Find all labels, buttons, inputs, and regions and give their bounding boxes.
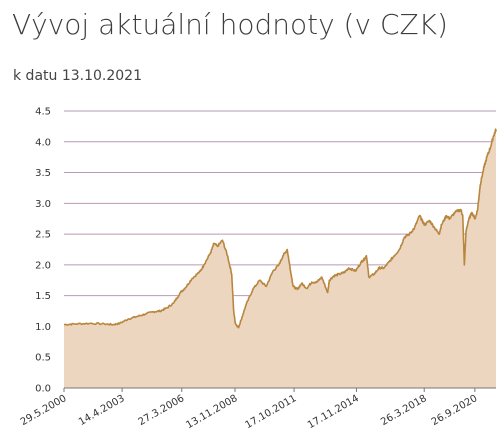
chart-subtitle: k datu 13.10.2021	[13, 68, 142, 84]
y-tick-label: 1.5	[35, 291, 51, 302]
y-tick-label: 1.0	[35, 322, 51, 333]
area-layer	[63, 128, 497, 388]
y-tick-label: 2.0	[35, 260, 51, 271]
x-tick-label: 17.10.2011	[243, 393, 298, 431]
y-tick-label: 4.5	[35, 107, 51, 118]
y-tick-label: 4.0	[35, 137, 51, 148]
x-tick-label: 29.5.2000	[19, 393, 69, 428]
x-tick-label: 26.3.2018	[379, 393, 429, 428]
x-tick-label: 17.11.2014	[306, 393, 361, 431]
y-tick-label: 2.5	[35, 230, 51, 241]
axis-layer	[63, 387, 496, 392]
y-tick-label: 3.5	[35, 168, 51, 179]
series-area	[64, 129, 496, 388]
y-tick-label: 0.5	[35, 353, 51, 364]
x-tick-label: 13.11.2008	[184, 393, 239, 431]
chart-title: Vývoj aktuální hodnoty (v CZK)	[12, 8, 448, 41]
series-line	[63, 128, 497, 329]
x-tick-label: 27.3.2006	[137, 393, 187, 428]
y-tick-label: 3.0	[35, 199, 51, 210]
x-tick-label: 14.4.2003	[77, 393, 127, 428]
x-tick-label: 26.9.2020	[430, 393, 480, 428]
y-tick-label: 0.0	[35, 384, 51, 395]
